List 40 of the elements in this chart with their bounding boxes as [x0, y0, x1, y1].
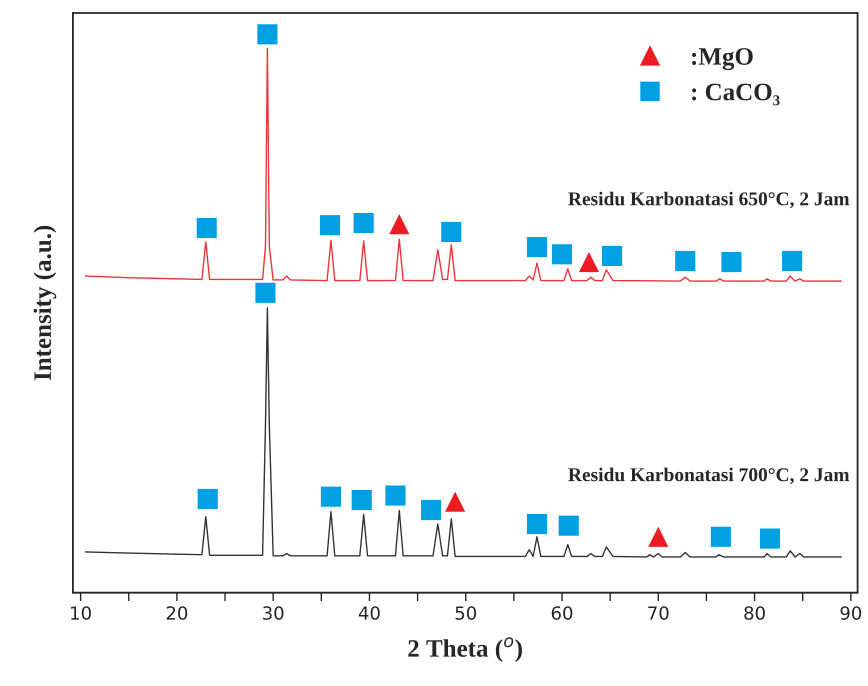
- point: [255, 282, 276, 303]
- legend-label: :MgO: [692, 48, 753, 70]
- point: [578, 252, 600, 272]
- point: [421, 500, 442, 520]
- point: [526, 514, 548, 534]
- point: [675, 250, 696, 272]
- point: [760, 528, 780, 549]
- point: [445, 492, 466, 512]
- point: [441, 222, 462, 242]
- x-tick-label: 60: [552, 606, 572, 620]
- x-tick-label: 20: [166, 606, 188, 620]
- point: [320, 215, 340, 236]
- point: [320, 486, 341, 507]
- x-tick-label: 50: [456, 606, 476, 620]
- x-tick-label: 30: [263, 606, 284, 620]
- x-tick-label: 90: [840, 606, 862, 620]
- point: [710, 526, 731, 547]
- point: [257, 24, 278, 44]
- point: [196, 218, 217, 238]
- x-axis-title: 2 Theta ($^{o}$): [408, 637, 522, 662]
- annotation: Residu Karbonatasi 700°C, 2 Jam: [568, 468, 850, 484]
- point: [389, 214, 410, 234]
- x-tick-label: 40: [358, 606, 380, 620]
- legend-label: : CaCO₃: [692, 84, 780, 106]
- point: [782, 250, 802, 272]
- x-tick-label: 10: [71, 606, 91, 620]
- point: [526, 236, 548, 258]
- point: [354, 212, 374, 234]
- x-tick-label: 80: [744, 606, 765, 620]
- point: [385, 485, 406, 506]
- point: [648, 526, 668, 547]
- annotation: Residu Karbonatasi 650°C, 2 Jam: [568, 192, 850, 208]
- y-axis-title: Intensity (a.u.): [34, 226, 56, 380]
- point: [558, 516, 579, 536]
- point: [198, 488, 218, 509]
- point: [721, 252, 742, 272]
- x-tick-label: 70: [648, 606, 669, 620]
- point: [602, 246, 622, 266]
- point: [352, 490, 372, 510]
- point: [552, 244, 572, 264]
